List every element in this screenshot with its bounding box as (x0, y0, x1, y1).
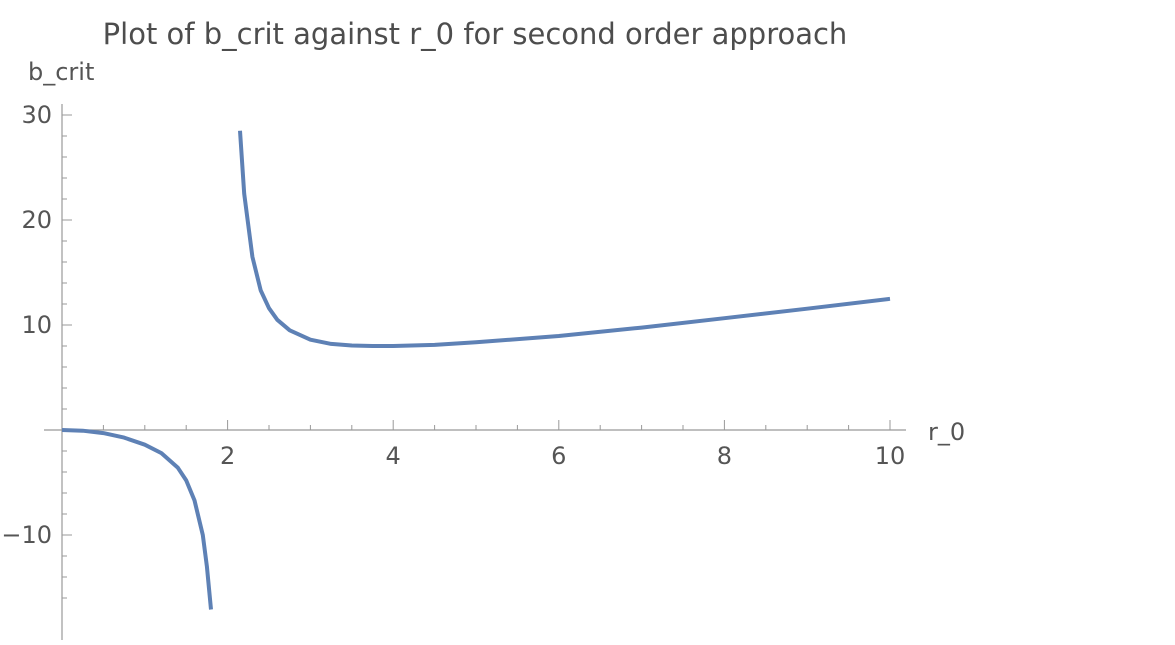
y-tick-label: 10 (21, 311, 52, 339)
x-tick-label: 6 (551, 442, 566, 470)
y-tick-label: 20 (21, 206, 52, 234)
x-tick-label: 4 (386, 442, 401, 470)
y-axis-label: b_crit (28, 58, 94, 86)
x-tick-label: 8 (717, 442, 732, 470)
y-tick-label: −10 (1, 521, 52, 549)
series-layer (61, 130, 891, 610)
chart-title: Plot of b_crit against r_0 for second or… (103, 17, 848, 51)
axes: 2 4 6 8 10 −10 10 20 30 (1, 101, 906, 640)
series-line-1 (61, 428, 213, 610)
x-tick-label: 2 (220, 442, 235, 470)
x-axis-label: r_0 (928, 418, 965, 446)
series-line-2 (238, 130, 891, 348)
y-tick-label: 30 (21, 101, 52, 129)
x-tick-label: 10 (875, 442, 906, 470)
